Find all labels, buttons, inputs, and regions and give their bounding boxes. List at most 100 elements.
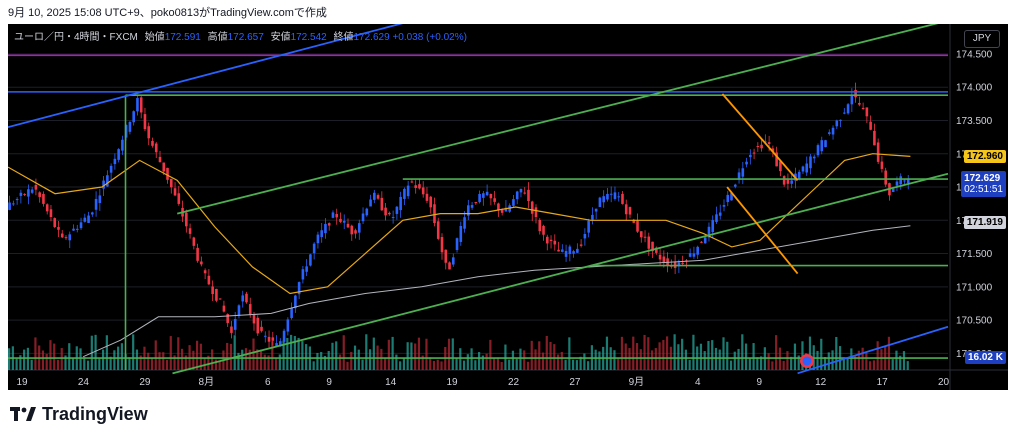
volume-bar xyxy=(368,349,372,370)
candle-body xyxy=(500,209,504,213)
volume-bar xyxy=(902,351,906,370)
volume-bar xyxy=(748,357,751,370)
candle-body xyxy=(350,225,354,235)
candle-body xyxy=(45,204,49,212)
volume-bar xyxy=(271,341,274,370)
candle-body xyxy=(730,192,733,201)
volume-bar xyxy=(105,335,108,370)
volume-bar xyxy=(887,336,891,370)
x-tick-label: 8月 xyxy=(199,376,215,388)
candle-body xyxy=(775,152,778,167)
candle-body xyxy=(895,181,899,186)
candle-body xyxy=(444,249,448,263)
candle-body xyxy=(583,233,587,239)
volume-bar xyxy=(583,353,586,370)
volume-bar xyxy=(496,357,499,370)
candle-body xyxy=(79,222,83,229)
volume-bar xyxy=(102,349,105,370)
candle-body xyxy=(538,219,542,232)
candle-body xyxy=(433,204,436,224)
candle-body xyxy=(865,107,869,117)
candle-body xyxy=(737,172,741,180)
candle-body xyxy=(365,208,369,216)
volume-bar xyxy=(568,337,571,370)
candle-body xyxy=(376,195,380,199)
candle-body xyxy=(15,199,19,201)
candle-body xyxy=(290,307,293,319)
candle-body xyxy=(587,220,590,233)
candle-body xyxy=(91,212,94,215)
volume-bar xyxy=(605,336,609,370)
candle-body xyxy=(335,214,339,218)
volume-bar xyxy=(380,348,383,370)
volume-bar xyxy=(737,348,740,370)
volume-bar xyxy=(556,354,560,370)
candle-body xyxy=(222,305,226,312)
volume-bar xyxy=(677,344,680,370)
candle-body xyxy=(651,241,654,252)
volume-bar xyxy=(425,338,428,370)
x-tick-label: 29 xyxy=(139,377,151,388)
volume-bar xyxy=(654,348,657,370)
volume-bar xyxy=(290,334,293,370)
volume-bar xyxy=(79,348,82,370)
volume-bar xyxy=(808,336,812,370)
chart-panel[interactable]: 174.500174.000173.500173.000172.500172.0… xyxy=(8,24,1008,390)
candle-body xyxy=(891,188,895,192)
candle-body xyxy=(136,97,139,112)
volume-bar xyxy=(684,349,687,370)
volume-bar xyxy=(579,356,582,370)
volume-bar xyxy=(688,359,691,370)
candle-body xyxy=(662,256,666,263)
volume-bar xyxy=(643,334,646,370)
candle-body xyxy=(576,248,579,253)
candle-body xyxy=(399,196,402,211)
volume-bar xyxy=(184,355,187,370)
y-tick-label: 174.500 xyxy=(956,49,993,60)
volume-bar xyxy=(801,341,804,370)
volume-bar xyxy=(850,348,853,370)
candle-body xyxy=(369,199,372,207)
candle-body xyxy=(497,203,500,210)
volume-bar xyxy=(620,336,624,370)
currency-button[interactable]: JPY xyxy=(964,30,1000,48)
x-tick-label: 20 xyxy=(938,377,950,388)
volume-bar xyxy=(478,352,481,370)
candle-body xyxy=(824,140,827,148)
candle-body xyxy=(384,207,387,216)
volume-bar xyxy=(34,337,37,370)
tradingview-logo[interactable]: TradingView xyxy=(10,404,148,425)
volume-bar xyxy=(192,350,195,370)
candle-body xyxy=(782,176,786,185)
volume-bar xyxy=(515,358,518,370)
candle-body xyxy=(519,188,523,193)
volume-bar xyxy=(632,336,635,370)
volume-bar xyxy=(83,357,86,370)
volume-bar xyxy=(733,351,736,370)
candlestick-chart[interactable]: 174.500174.000173.500173.000172.500172.0… xyxy=(8,24,1008,390)
candle-body xyxy=(741,168,745,177)
orange-trendline xyxy=(721,93,799,181)
volume-bar xyxy=(23,349,26,370)
volume-bar xyxy=(538,341,541,370)
volume-bar xyxy=(372,337,375,370)
volume-bar xyxy=(744,343,748,370)
volume-bar xyxy=(177,337,180,370)
candle-body xyxy=(703,237,707,244)
volume-bar xyxy=(703,351,706,370)
y-tick-label: 173.500 xyxy=(956,116,993,127)
candle-body xyxy=(279,341,282,346)
candle-body xyxy=(767,142,771,144)
candle-body xyxy=(790,180,793,184)
volume-bar xyxy=(150,357,154,370)
chart-caption: 9月 10, 2025 15:08 UTC+9、poko0813がTrading… xyxy=(8,7,327,19)
candle-body xyxy=(23,193,26,195)
candle-body xyxy=(561,249,564,252)
candle-body xyxy=(884,170,887,185)
volume-bar xyxy=(406,342,409,370)
volume-bar xyxy=(872,360,875,370)
candle-body xyxy=(203,270,207,274)
candle-body xyxy=(166,167,169,180)
candle-body xyxy=(688,253,692,257)
volume-bar xyxy=(820,338,823,370)
